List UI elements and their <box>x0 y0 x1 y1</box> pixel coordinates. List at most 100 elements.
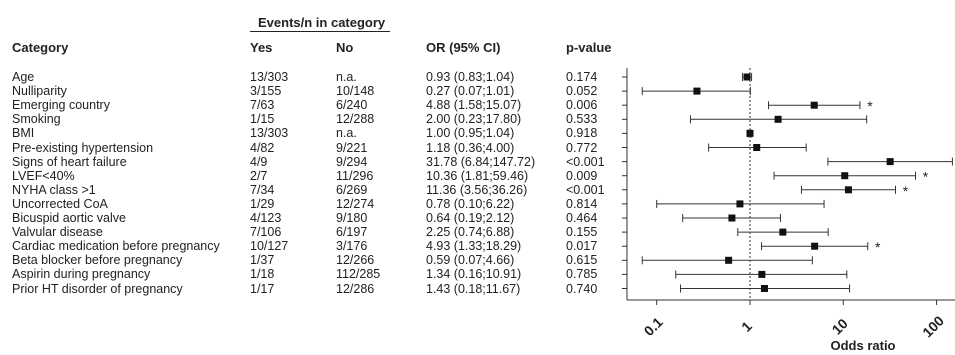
or-point <box>774 115 782 123</box>
row-p-value: 0.052 <box>566 84 598 99</box>
row-category: Prior HT disorder of pregnancy <box>12 281 183 296</box>
row-no: 6/240 <box>336 98 368 113</box>
or-point <box>746 129 754 137</box>
row-yes: 2/7 <box>250 168 268 183</box>
row-or-ci: 1.00 (0.95;1.04) <box>426 126 515 141</box>
x-tick-label: 10 <box>829 315 851 337</box>
row-or-ci: 0.93 (0.83;1.04) <box>426 70 515 84</box>
row-no: 3/176 <box>336 239 368 254</box>
row-p-value: 0.918 <box>566 126 598 141</box>
row-yes: 10/127 <box>250 239 289 254</box>
row-yes: 1/17 <box>250 281 275 296</box>
row-category: Nulliparity <box>12 84 67 99</box>
row-or-ci: 1.18 (0.36;4.00) <box>426 140 515 155</box>
row-or-ci: 0.64 (0.19;2.12) <box>426 211 515 225</box>
row-p-value: 0.814 <box>566 196 598 211</box>
row-p-value: 0.464 <box>566 211 598 225</box>
row-category: Aspirin during pregnancy <box>12 267 151 282</box>
row-category: Bicuspid aortic valve <box>12 211 126 225</box>
row-p-value: 0.174 <box>566 70 598 84</box>
row-no: n.a. <box>336 70 357 84</box>
row-category: Valvular disease <box>12 225 103 240</box>
row-category: Beta blocker before pregnancy <box>12 253 183 268</box>
or-point <box>693 87 701 95</box>
row-no: 12/288 <box>336 112 375 127</box>
row-no: 12/286 <box>336 281 375 296</box>
or-point <box>810 101 818 109</box>
row-yes: 7/106 <box>250 225 282 240</box>
row-yes: 7/63 <box>250 98 275 113</box>
row-category: Cardiac medication before pregnancy <box>12 239 220 254</box>
or-point <box>743 73 751 81</box>
row-or-ci: 4.93 (1.33;18.29) <box>426 239 522 254</box>
or-point <box>753 144 761 151</box>
or-point <box>760 285 768 292</box>
row-yes: 1/18 <box>250 267 275 282</box>
row-p-value: <0.001 <box>566 182 605 197</box>
category-column-header: Category <box>12 40 69 55</box>
row-or-ci: 0.27 (0.07;1.01) <box>426 84 515 99</box>
row-category: Signs of heart failure <box>12 154 127 169</box>
events-group-underline <box>250 31 390 32</box>
or-point <box>736 200 744 208</box>
row-no: 112/285 <box>336 267 381 282</box>
row-or-ci: 2.00 (0.23;17.80) <box>426 112 522 127</box>
x-tick-label: 100 <box>919 312 947 340</box>
row-yes: 4/82 <box>250 140 275 155</box>
row-or-ci: 1.43 (0.18;11.67) <box>426 281 521 296</box>
row-yes: 1/37 <box>250 253 275 268</box>
row-no: 6/197 <box>336 225 368 240</box>
row-p-value: 0.533 <box>566 112 598 127</box>
row-no: 10/148 <box>336 84 375 99</box>
x-tick-label: 1 <box>738 318 755 335</box>
significance-marker: * <box>903 183 909 199</box>
row-category: LVEF<40% <box>12 168 75 183</box>
row-no: 12/274 <box>336 196 375 211</box>
row-no: 6/269 <box>336 182 368 197</box>
row-p-value: 0.772 <box>566 140 598 155</box>
row-p-value: 0.615 <box>566 253 598 268</box>
row-or-ci: 0.59 (0.07;4.66) <box>426 253 515 268</box>
row-category: NYHA class >1 <box>12 182 96 197</box>
row-yes: 13/303 <box>250 70 289 84</box>
or-point <box>811 242 819 250</box>
row-no: 11/296 <box>336 168 374 183</box>
row-yes: 4/123 <box>250 211 282 225</box>
row-no: 9/294 <box>336 154 368 169</box>
or-point <box>844 186 852 194</box>
row-yes: 7/34 <box>250 182 275 197</box>
x-tick-label: 0.1 <box>641 314 666 339</box>
row-yes: 3/155 <box>250 84 282 99</box>
row-p-value: 0.009 <box>566 168 598 183</box>
row-p-value: 0.155 <box>566 225 598 240</box>
row-no: 9/180 <box>336 211 368 225</box>
row-or-ci: 0.78 (0.10;6.22) <box>426 196 515 211</box>
or-point <box>758 270 766 278</box>
row-no: n.a. <box>336 126 357 141</box>
row-category: Pre-existing hypertension <box>12 140 154 155</box>
row-p-value: 0.785 <box>566 267 598 282</box>
or-point <box>725 256 733 264</box>
yes-column-header: Yes <box>250 40 273 55</box>
row-category: Age <box>12 70 35 84</box>
row-yes: 13/303 <box>250 126 289 141</box>
significance-marker: * <box>923 169 929 185</box>
row-or-ci: 4.88 (1.58;15.07) <box>426 98 522 113</box>
or-point <box>728 214 736 222</box>
no-column-header: No <box>336 40 354 55</box>
row-or-ci: 11.36 (3.56;36.26) <box>426 182 528 197</box>
or-point <box>886 158 894 166</box>
row-category: Uncorrected CoA <box>12 196 108 211</box>
row-or-ci: 10.36 (1.81;59.46) <box>426 168 529 183</box>
row-no: 9/221 <box>336 140 368 155</box>
row-yes: 1/15 <box>250 112 275 127</box>
x-axis-title: Odds ratio <box>830 338 895 353</box>
row-or-ci: 1.34 (0.16;10.91) <box>426 267 522 282</box>
row-or-ci: 2.25 (0.74;6.88) <box>426 225 515 240</box>
row-p-value: <0.001 <box>566 154 605 169</box>
or-ci-column-header: OR (95% CI) <box>426 40 501 55</box>
row-category: Emerging country <box>12 98 110 113</box>
row-category: BMI <box>12 126 35 141</box>
events-group-header: Events/n in category <box>258 15 386 30</box>
